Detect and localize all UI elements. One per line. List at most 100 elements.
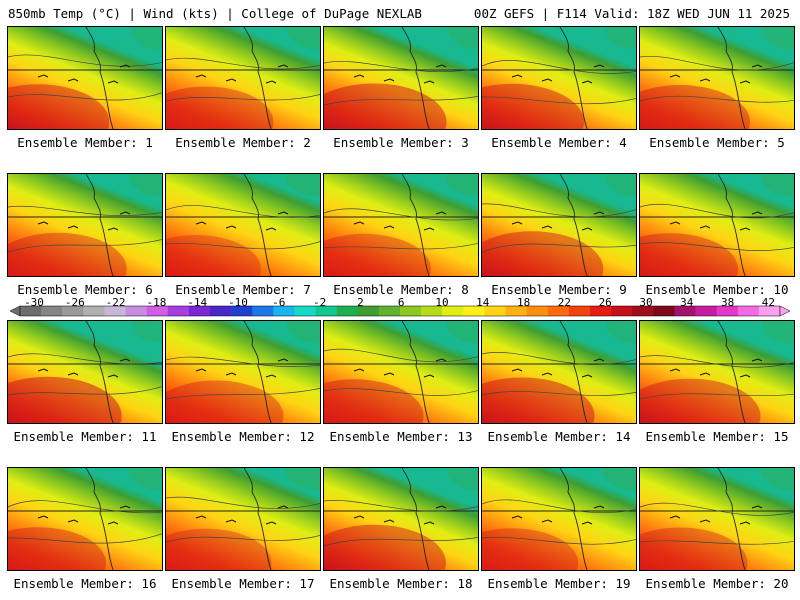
- ensemble-map-panel: [481, 320, 637, 424]
- header-valid-time: 00Z GEFS | F114 Valid: 18Z WED JUN 11 20…: [473, 6, 790, 21]
- ensemble-map-panel: [165, 26, 321, 130]
- wind-barb: [541, 519, 553, 523]
- wind-barb: [423, 374, 435, 378]
- warm-core: [8, 232, 127, 276]
- colorbar-tick-label: -6: [272, 296, 286, 309]
- colorbar-bin: [674, 306, 696, 316]
- isotherm-contour: [166, 388, 320, 400]
- warm-core: [166, 86, 274, 129]
- ensemble-member-label: Ensemble Member: 20: [645, 576, 789, 591]
- warm-core: [640, 233, 738, 276]
- temperature-map: [166, 321, 320, 423]
- wind-barb: [581, 374, 593, 378]
- colorbar-tick-label: 6: [397, 296, 405, 309]
- temperature-map: [482, 468, 636, 570]
- ensemble-member-label: Ensemble Member: 15: [645, 429, 789, 444]
- colorbar-ticks: -30 -26 -22 -18 -14 -10 -6 -2 2 6 10 14 18 22 26 30 34 38…: [0, 296, 800, 309]
- wind-barb: [593, 64, 605, 68]
- wind-barb: [581, 80, 593, 84]
- coastline: [559, 174, 588, 276]
- warm-core: [324, 83, 447, 129]
- ensemble-member-label: Ensemble Member: 3: [333, 135, 469, 150]
- coastline: [559, 27, 588, 129]
- colorbar-bin: [315, 306, 337, 316]
- colorbar-tick-label: -30: [24, 296, 44, 309]
- warm-core: [640, 527, 748, 570]
- ensemble-map-panel: [639, 173, 795, 277]
- colorbar-tick-label: 38: [720, 296, 735, 309]
- wind-barb: [277, 505, 289, 509]
- warm-core: [482, 231, 604, 276]
- wind-barb: [265, 227, 277, 231]
- colorbar-tick-label: 14: [476, 296, 490, 309]
- colorbar-cold-arrow: [10, 305, 21, 317]
- wind-barb: [423, 227, 435, 231]
- ensemble-member-label: Ensemble Member: 11: [13, 429, 157, 444]
- wind-barb: [699, 372, 711, 376]
- wind-barb: [277, 358, 289, 362]
- ensemble-member-label: Ensemble Member: 14: [487, 429, 631, 444]
- warm-core: [166, 235, 261, 276]
- ensemble-map-panel: [481, 467, 637, 571]
- colorbar-bin: [737, 306, 760, 316]
- wind-barb: [511, 221, 523, 225]
- wind-barb: [581, 521, 593, 525]
- colorbar-bin: [547, 306, 570, 316]
- coastline: [243, 174, 272, 276]
- warm-core: [8, 84, 110, 129]
- colorbar-tick-label: 2: [357, 296, 364, 309]
- cool-region: [285, 468, 320, 490]
- cool-region: [130, 27, 162, 49]
- warm-core: [324, 379, 424, 423]
- temperature-map: [8, 174, 162, 276]
- isotherm-contour: [640, 393, 794, 400]
- ensemble-member-label: Ensemble Member: 13: [329, 429, 473, 444]
- coastline: [85, 27, 114, 129]
- ensemble-member-label: Ensemble Member: 1: [17, 135, 153, 150]
- colorbar-tick-label: -10: [228, 296, 248, 309]
- wind-barb: [435, 211, 447, 215]
- colorbar-tick-label: -18: [146, 296, 167, 309]
- wind-barb: [511, 368, 523, 372]
- wind-barb: [751, 358, 763, 362]
- ensemble-map-panel: [323, 26, 479, 130]
- wind-barb: [195, 74, 207, 78]
- wind-barb: [739, 227, 751, 231]
- isotherm-contour: [8, 386, 162, 396]
- isotherm-contour: [8, 533, 162, 544]
- coastline: [85, 321, 114, 423]
- temperature-map: [640, 468, 794, 570]
- colorbar-bin: [442, 306, 464, 316]
- cool-region: [445, 321, 478, 343]
- colorbar-bin: [758, 306, 781, 316]
- isotherm-contour: [8, 239, 162, 253]
- isotherm-contour: [640, 203, 794, 219]
- isotherm-contour: [482, 537, 636, 545]
- wind-barb: [751, 64, 763, 68]
- wind-barb: [699, 519, 711, 523]
- warm-core: [482, 377, 595, 423]
- cool-region: [762, 27, 794, 49]
- coastline: [85, 174, 114, 276]
- ensemble-member-label: Ensemble Member: 16: [13, 576, 157, 591]
- wind-barb: [669, 221, 681, 225]
- colorbar-bin: [83, 306, 105, 316]
- colorbar-bin: [231, 306, 253, 316]
- wind-barb: [195, 515, 207, 519]
- wind-barb: [67, 225, 79, 229]
- warm-core: [640, 85, 750, 129]
- ensemble-member-label: Ensemble Member: 10: [645, 282, 789, 297]
- ensemble-member-label: Ensemble Member: 4: [491, 135, 627, 150]
- wind-barb: [225, 519, 237, 523]
- wind-barb: [119, 358, 131, 362]
- wind-barb: [119, 505, 131, 509]
- colorbar-bin: [210, 306, 232, 316]
- ensemble-map-panel: [323, 173, 479, 277]
- temperature-map: [324, 174, 478, 276]
- colorbar-tick-label: 42: [761, 296, 776, 309]
- isotherm-contour: [324, 61, 478, 73]
- wind-barb: [423, 521, 435, 525]
- colorbar-tick-label: 34: [680, 296, 694, 309]
- cool-region: [604, 174, 636, 196]
- wind-barb: [383, 372, 395, 376]
